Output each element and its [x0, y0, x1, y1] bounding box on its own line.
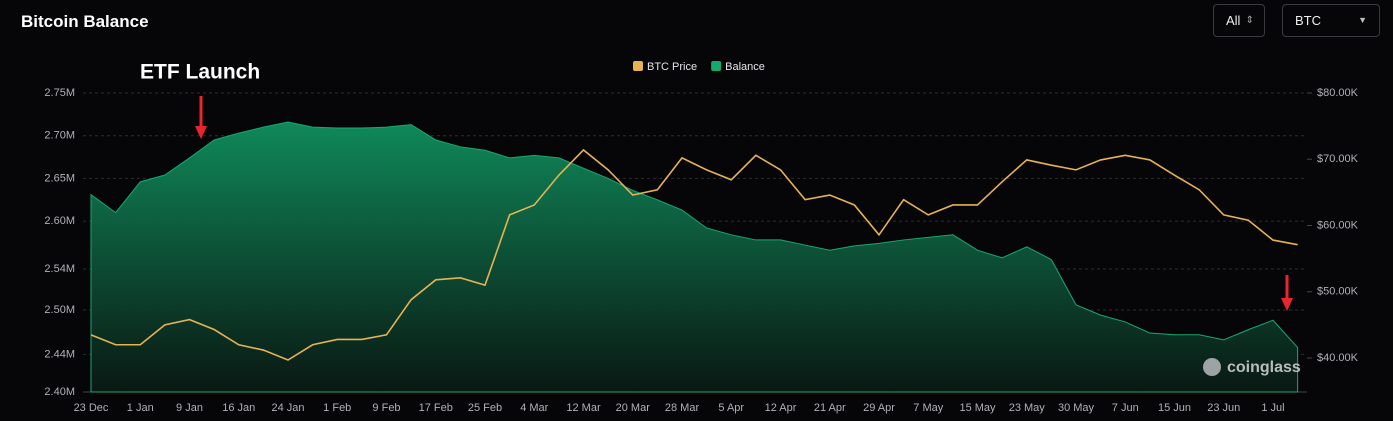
- x-tick-label: 24 Jan: [271, 402, 304, 414]
- arrow-head: [1281, 298, 1293, 311]
- x-tick-label: 1 Jan: [127, 402, 154, 414]
- y-tick-label: 2.75M: [44, 87, 75, 99]
- legend-label: Balance: [725, 61, 765, 73]
- x-tick-label: 17 Feb: [419, 402, 453, 414]
- legend-label: BTC Price: [647, 61, 697, 73]
- y-tick-label: 2.40M: [44, 386, 75, 398]
- logo-icon: [1203, 358, 1221, 376]
- watermark: coinglass: [1227, 359, 1301, 376]
- x-tick-label: 7 May: [913, 402, 943, 414]
- title: Bitcoin Balance: [21, 12, 149, 31]
- x-tick-label: 16 Jan: [222, 402, 255, 414]
- legend-swatch: [633, 61, 643, 71]
- x-tick-label: 1 Jul: [1261, 402, 1284, 414]
- x-tick-label: 23 May: [1009, 402, 1046, 414]
- x-tick-label: 29 Apr: [863, 402, 895, 414]
- x-tick-label: 5 Apr: [718, 402, 744, 414]
- x-tick-label: 20 Mar: [616, 402, 651, 414]
- arrow-head: [195, 126, 207, 139]
- y-tick-label: 2.54M: [44, 263, 75, 275]
- x-tick-label: 12 Apr: [765, 402, 797, 414]
- x-tick-label: 9 Jan: [176, 402, 203, 414]
- x-tick-label: 23 Jun: [1207, 402, 1240, 414]
- unit-label: BTC: [1295, 13, 1321, 28]
- x-tick-label: 30 May: [1058, 402, 1095, 414]
- y-tick-label: 2.50M: [44, 304, 75, 316]
- x-tick-label: 15 Jun: [1158, 402, 1191, 414]
- x-tick-label: 28 Mar: [665, 402, 700, 414]
- x-tick-label: 21 Apr: [814, 402, 846, 414]
- range-label: All: [1226, 13, 1241, 28]
- x-tick-label: 7 Jun: [1112, 402, 1139, 414]
- line: [90, 148, 1298, 361]
- y-tick-label: 2.70M: [44, 130, 75, 142]
- annotation: ETF Launch: [140, 61, 260, 84]
- y-tick-label: 2.65M: [44, 172, 75, 184]
- x-tick-label: 9 Feb: [372, 402, 400, 414]
- y-tick-label: 2.44M: [44, 348, 75, 360]
- y2-tick-label: $60.00K: [1317, 219, 1359, 231]
- area: [90, 121, 1299, 393]
- y2-tick-label: $40.00K: [1317, 352, 1359, 364]
- range-select[interactable]: All ⇕: [1213, 4, 1265, 37]
- y2-tick-label: $50.00K: [1317, 286, 1359, 298]
- y2-tick-label: $70.00K: [1317, 153, 1359, 165]
- legend-swatch: [711, 61, 722, 71]
- x-tick-label: 12 Mar: [566, 402, 601, 414]
- x-tick-label: 23 Dec: [74, 402, 109, 414]
- y-tick-label: 2.60M: [44, 215, 75, 227]
- x-tick-label: 25 Feb: [468, 402, 502, 414]
- y2-tick-label: $80.00K: [1317, 87, 1359, 99]
- x-tick-label: 4 Mar: [520, 402, 548, 414]
- legend: BTC Price Balance: [633, 61, 765, 73]
- unit-select[interactable]: BTC ▼: [1282, 4, 1380, 37]
- x-tick-label: 1 Feb: [323, 402, 351, 414]
- x-tick-label: 15 May: [959, 402, 996, 414]
